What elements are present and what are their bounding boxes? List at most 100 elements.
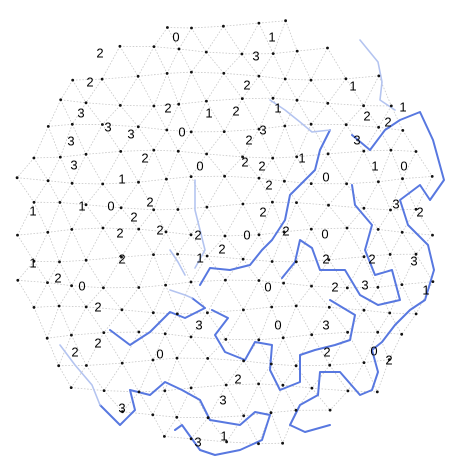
grid-edge[interactable] bbox=[377, 284, 402, 288]
grid-edge[interactable] bbox=[58, 365, 72, 388]
grid-edge[interactable] bbox=[296, 364, 330, 367]
grid-edge[interactable] bbox=[138, 287, 154, 313]
grid-edge[interactable] bbox=[346, 227, 365, 257]
clue-cell[interactable]: 1 bbox=[349, 79, 356, 94]
grid-edge[interactable] bbox=[282, 385, 297, 411]
grid-edge[interactable] bbox=[103, 331, 139, 333]
grid-edge[interactable] bbox=[138, 331, 166, 335]
grid-edge[interactable] bbox=[177, 176, 192, 210]
grid-edge[interactable] bbox=[138, 284, 166, 288]
grid-edge[interactable] bbox=[47, 282, 60, 307]
grid-edge[interactable] bbox=[243, 258, 273, 262]
grid-edge[interactable] bbox=[207, 255, 244, 260]
grid-edge[interactable] bbox=[152, 357, 178, 361]
grid-edge[interactable] bbox=[33, 307, 48, 339]
clue-cell[interactable]: 3 bbox=[322, 318, 329, 333]
grid-edge[interactable] bbox=[243, 360, 272, 365]
clue-cell[interactable]: 3 bbox=[118, 401, 125, 416]
clue-cell[interactable]: 2 bbox=[94, 300, 101, 315]
grid-edge[interactable] bbox=[363, 149, 391, 152]
grid-edge[interactable] bbox=[311, 387, 348, 392]
grid-edge[interactable] bbox=[223, 131, 243, 158]
grid-edge[interactable] bbox=[311, 387, 331, 411]
grid-edge[interactable] bbox=[241, 75, 260, 99]
clue-cell[interactable]: 2 bbox=[194, 228, 201, 243]
grid-edge[interactable] bbox=[401, 254, 417, 285]
grid-edge[interactable] bbox=[17, 260, 35, 281]
clue-cell[interactable]: 3 bbox=[353, 133, 360, 148]
grid-edge[interactable] bbox=[71, 285, 104, 289]
grid-edge[interactable] bbox=[273, 50, 298, 54]
grid-edge[interactable] bbox=[166, 151, 179, 180]
grid-edge[interactable] bbox=[327, 153, 347, 185]
grid-edge[interactable] bbox=[153, 27, 168, 47]
grid-edge[interactable] bbox=[121, 362, 140, 393]
grid-edge[interactable] bbox=[153, 73, 168, 107]
grid-edge[interactable] bbox=[33, 282, 48, 308]
grid-edge[interactable] bbox=[191, 25, 224, 29]
grid-edge[interactable] bbox=[166, 176, 192, 180]
grid-edge[interactable] bbox=[272, 53, 286, 80]
grid-edge[interactable] bbox=[258, 442, 283, 445]
grid-edge[interactable] bbox=[285, 20, 298, 52]
grid-edge[interactable] bbox=[272, 157, 285, 182]
clue-cell[interactable]: 0 bbox=[78, 279, 85, 294]
clue-cell[interactable]: 0 bbox=[321, 227, 328, 242]
grid-edge[interactable] bbox=[177, 253, 192, 283]
grid-edge[interactable] bbox=[152, 312, 166, 334]
grid-edge[interactable] bbox=[283, 231, 297, 262]
clue-cell[interactable]: 0 bbox=[264, 280, 271, 295]
grid-edge[interactable] bbox=[207, 358, 227, 386]
grid-edge[interactable] bbox=[190, 100, 207, 133]
grid-edge[interactable] bbox=[71, 183, 87, 205]
grid-edge[interactable] bbox=[103, 287, 123, 311]
grid-edge[interactable] bbox=[59, 202, 73, 230]
grid-edge[interactable] bbox=[377, 254, 391, 288]
grid-edge[interactable] bbox=[295, 261, 312, 287]
grid-edge[interactable] bbox=[70, 365, 87, 388]
grid-edge[interactable] bbox=[33, 180, 49, 203]
grid-edge[interactable] bbox=[295, 228, 312, 262]
grid-edge[interactable] bbox=[283, 334, 312, 339]
grid-edge[interactable] bbox=[206, 206, 226, 237]
clue-cell[interactable]: 1 bbox=[268, 30, 275, 45]
grid-edge[interactable] bbox=[272, 181, 285, 203]
grid-edge[interactable] bbox=[258, 234, 273, 262]
grid-edge[interactable] bbox=[283, 228, 312, 233]
grid-edge[interactable] bbox=[165, 231, 192, 236]
grid-edge[interactable] bbox=[122, 411, 153, 416]
grid-edge[interactable] bbox=[258, 177, 285, 182]
grid-edge[interactable] bbox=[137, 105, 155, 128]
grid-edge[interactable] bbox=[258, 363, 272, 385]
grid-edge[interactable] bbox=[59, 305, 87, 308]
grid-edge[interactable] bbox=[166, 73, 180, 105]
grid-edge[interactable] bbox=[178, 100, 207, 105]
grid-edge[interactable] bbox=[225, 384, 245, 416]
grid-edge[interactable] bbox=[190, 206, 208, 235]
clue-cell[interactable]: 3 bbox=[104, 120, 111, 135]
grid-edge[interactable] bbox=[243, 415, 259, 444]
grid-edge[interactable] bbox=[258, 261, 273, 281]
grid-edge[interactable] bbox=[85, 306, 105, 333]
grid-edge[interactable] bbox=[310, 79, 329, 104]
grid-edge[interactable] bbox=[138, 178, 167, 183]
grid-edge[interactable] bbox=[390, 208, 417, 211]
grid-edge[interactable] bbox=[363, 332, 379, 363]
grid-edge[interactable] bbox=[33, 260, 48, 283]
grid-edge[interactable] bbox=[346, 256, 365, 289]
grid-edge[interactable] bbox=[272, 201, 297, 203]
grid-edge[interactable] bbox=[311, 285, 348, 289]
clue-cell[interactable]: 2 bbox=[94, 336, 101, 351]
grid-edge[interactable] bbox=[153, 178, 167, 210]
grid-edge[interactable] bbox=[258, 231, 285, 236]
grid-edge[interactable] bbox=[178, 71, 192, 105]
grid-edge[interactable] bbox=[207, 339, 227, 359]
grid-edge[interactable] bbox=[243, 309, 260, 340]
grid-edge[interactable] bbox=[347, 309, 365, 333]
grid-edge[interactable] bbox=[153, 46, 168, 74]
grid-edge[interactable] bbox=[329, 306, 365, 311]
clue-cell[interactable]: 0 bbox=[370, 344, 377, 359]
grid-edge[interactable] bbox=[390, 178, 403, 211]
clue-cell[interactable]: 2 bbox=[384, 115, 391, 130]
grid-edge[interactable] bbox=[191, 27, 207, 53]
